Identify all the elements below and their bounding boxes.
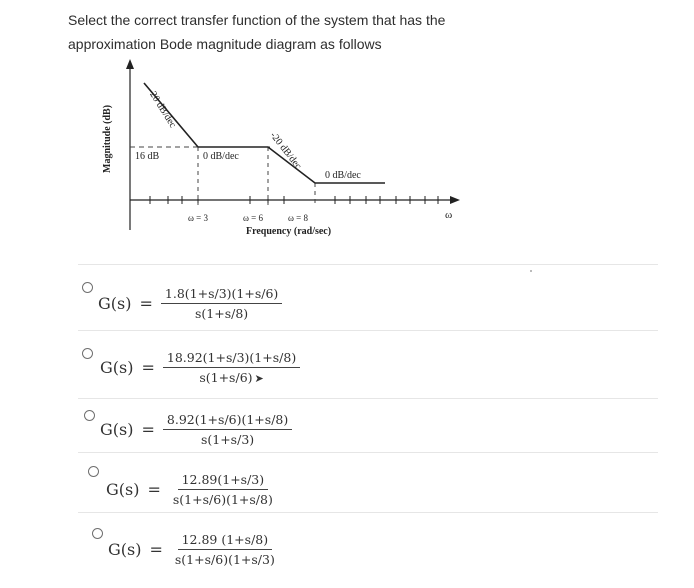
formula-numerator: 12.89(1+s/3) — [177, 472, 269, 490]
x-axis-label: Frequency (rad/sec) — [246, 226, 331, 237]
formula-denominator-text: s(1+s/6) — [199, 370, 253, 385]
formula-option-4: G(s) = 12.89(1+s/3) s(1+s/6)(1+s/8) — [106, 472, 277, 507]
mouse-cursor-icon: ➤ — [254, 372, 264, 385]
formula-equals: = — [149, 540, 163, 559]
formula-lhs: G(s) — [98, 294, 132, 313]
x-axis-arrow-icon — [450, 196, 460, 204]
bode-plot-svg: Magnitude (dB) 16 dB -20 dB/dec 0 dB/dec… — [102, 59, 460, 237]
bode-diagram: Magnitude (dB) 16 dB -20 dB/dec 0 dB/dec… — [100, 55, 480, 255]
formula-denominator: s(1+s/6)(1+s/8) — [172, 492, 273, 507]
radio-button-option-4[interactable] — [88, 466, 99, 477]
separator-5 — [78, 512, 658, 513]
formula-denominator: s(1+s/3) — [200, 432, 255, 447]
answer-option-2[interactable]: G(s) = 18.92(1+s/3)(1+s/8) s(1+s/6) ➤ — [78, 342, 658, 398]
separator-2 — [78, 330, 658, 331]
radio-button-option-2[interactable] — [82, 348, 93, 359]
separator-3 — [78, 398, 658, 399]
formula-option-3: G(s) = 8.92(1+s/6)(1+s/8) s(1+s/3) — [100, 412, 293, 447]
formula-numerator: 1.8(1+s/3)(1+s/6) — [160, 286, 283, 304]
formula-denominator: s(1+s/6)(1+s/3) — [174, 552, 275, 567]
formula-fraction: 12.89 (1+s/8) s(1+s/6)(1+s/3) — [171, 532, 279, 567]
formula-fraction: 1.8(1+s/3)(1+s/6) s(1+s/8) — [160, 286, 283, 321]
formula-fraction: 8.92(1+s/6)(1+s/8) s(1+s/3) — [162, 412, 293, 447]
formula-fraction: 18.92(1+s/3)(1+s/8) s(1+s/6) ➤ — [162, 350, 301, 385]
formula-denominator: s(1+s/6) ➤ — [195, 368, 267, 385]
formula-option-1: G(s) = 1.8(1+s/3)(1+s/6) s(1+s/8) — [98, 286, 283, 321]
level-label: 16 dB — [135, 151, 160, 162]
formula-option-5: G(s) = 12.89 (1+s/8) s(1+s/6)(1+s/3) — [108, 532, 279, 567]
answer-option-4[interactable]: G(s) = 12.89(1+s/3) s(1+s/6)(1+s/8) — [78, 464, 658, 520]
magnitude-curve — [143, 82, 385, 184]
segment-label-first: -20 dB/dec — [145, 87, 178, 131]
stray-dot — [530, 270, 532, 272]
radio-button-option-3[interactable] — [84, 410, 95, 421]
corner-label-w8: ω = 8 — [288, 213, 308, 223]
corner-label-w6: ω = 6 — [243, 213, 263, 223]
formula-lhs: G(s) — [100, 358, 134, 377]
formula-equals: = — [139, 294, 153, 313]
formula-numerator: 18.92(1+s/3)(1+s/8) — [162, 350, 301, 368]
y-axis-arrow-icon — [126, 59, 134, 69]
formula-denominator: s(1+s/8) — [195, 306, 249, 321]
corner-label-w3: ω = 3 — [188, 213, 208, 223]
question-text: Select the correct transfer function of … — [68, 12, 446, 52]
omega-axis-symbol: ω — [445, 209, 452, 221]
formula-equals: = — [141, 420, 155, 439]
separator-1 — [78, 264, 658, 265]
radio-button-option-5[interactable] — [92, 528, 103, 539]
formula-numerator: 12.89 (1+s/8) — [177, 532, 273, 550]
formula-numerator: 8.92(1+s/6)(1+s/8) — [162, 412, 293, 430]
segment-label-second: 0 dB/dec — [203, 151, 239, 162]
formula-fraction: 12.89(1+s/3) s(1+s/6)(1+s/8) — [169, 472, 277, 507]
formula-lhs: G(s) — [108, 540, 142, 559]
formula-option-2: G(s) = 18.92(1+s/3)(1+s/8) s(1+s/6) ➤ — [100, 350, 301, 385]
y-axis-label: Magnitude (dB) — [102, 105, 113, 173]
formula-equals: = — [147, 480, 161, 499]
formula-lhs: G(s) — [106, 480, 140, 499]
answer-option-3[interactable]: G(s) = 8.92(1+s/6)(1+s/8) s(1+s/3) — [78, 406, 658, 462]
radio-button-option-1[interactable] — [82, 282, 93, 293]
separator-4 — [78, 452, 658, 453]
formula-lhs: G(s) — [100, 420, 134, 439]
segment-label-fourth: 0 dB/dec — [325, 170, 361, 181]
formula-equals: = — [141, 358, 155, 377]
answer-option-1[interactable]: G(s) = 1.8(1+s/3)(1+s/6) s(1+s/8) — [78, 278, 658, 334]
answer-option-5[interactable]: G(s) = 12.89 (1+s/8) s(1+s/6)(1+s/3) — [78, 526, 658, 582]
